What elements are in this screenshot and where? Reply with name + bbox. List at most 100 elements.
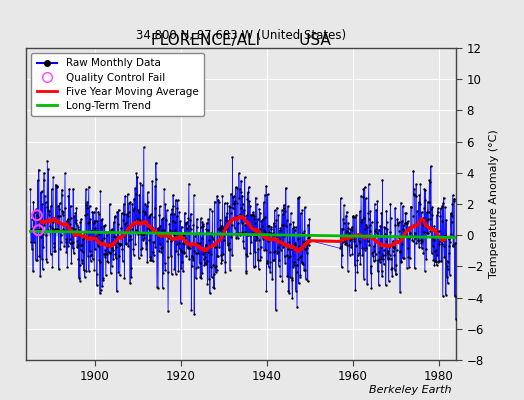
Point	[406, 230, 414, 236]
Point	[186, 217, 194, 223]
Point	[283, 273, 291, 280]
Point	[252, 232, 260, 239]
Point	[272, 204, 281, 211]
Point	[293, 236, 302, 243]
Point	[210, 285, 219, 291]
Point	[383, 226, 391, 232]
Point	[85, 218, 93, 225]
Point	[32, 216, 41, 223]
Point	[264, 238, 272, 244]
Point	[195, 260, 204, 266]
Point	[245, 220, 253, 226]
Point	[190, 192, 198, 198]
Point	[422, 256, 430, 262]
Point	[398, 254, 407, 261]
Point	[406, 255, 414, 262]
Point	[281, 185, 290, 191]
Point	[451, 316, 460, 322]
Point	[41, 218, 49, 224]
Point	[245, 198, 254, 204]
Point	[432, 262, 441, 268]
Point	[260, 227, 268, 234]
Point	[378, 273, 386, 280]
Point	[300, 239, 308, 246]
Point	[154, 284, 162, 291]
Point	[414, 199, 423, 205]
Point	[436, 213, 445, 219]
Point	[440, 254, 449, 260]
Point	[224, 218, 232, 224]
Point	[263, 260, 271, 266]
Point	[392, 262, 401, 269]
Point	[304, 235, 312, 241]
Point	[153, 228, 161, 235]
Point	[56, 200, 64, 206]
Point	[160, 230, 169, 237]
Point	[391, 270, 400, 277]
Point	[270, 207, 279, 213]
Point	[191, 250, 200, 256]
Point	[192, 224, 201, 230]
Point	[216, 226, 224, 233]
Point	[279, 202, 288, 208]
Point	[112, 255, 120, 261]
Point	[30, 238, 38, 245]
Point	[430, 262, 439, 269]
Point	[421, 197, 430, 204]
Point	[382, 208, 390, 214]
Point	[86, 258, 95, 264]
Point	[380, 225, 389, 232]
Point	[219, 225, 227, 232]
Point	[50, 240, 58, 246]
Point	[301, 267, 310, 273]
Point	[345, 252, 354, 258]
Point	[302, 276, 310, 282]
Point	[160, 186, 168, 192]
Point	[265, 228, 274, 235]
Point	[67, 260, 75, 266]
Point	[400, 255, 408, 261]
Point	[120, 275, 128, 281]
Point	[135, 192, 144, 198]
Point	[354, 230, 362, 237]
Point	[148, 178, 157, 184]
Point	[237, 204, 246, 211]
Point	[409, 212, 417, 219]
Point	[145, 226, 153, 232]
Point	[170, 266, 179, 272]
Point	[168, 218, 177, 224]
Point	[191, 241, 200, 247]
Point	[285, 239, 293, 246]
Point	[273, 250, 281, 256]
Point	[296, 253, 304, 260]
Point	[107, 227, 116, 233]
Point	[235, 170, 243, 176]
Point	[292, 288, 300, 294]
Point	[207, 264, 215, 270]
Point	[241, 174, 249, 180]
Point	[281, 260, 289, 266]
Point	[395, 234, 403, 241]
Point	[157, 227, 166, 234]
Point	[388, 247, 397, 254]
Point	[359, 276, 368, 282]
Point	[174, 251, 182, 257]
Point	[375, 256, 384, 262]
Point	[45, 212, 53, 218]
Point	[83, 205, 92, 212]
Point	[124, 213, 132, 219]
Point	[196, 215, 205, 222]
Point	[369, 249, 377, 255]
Point	[101, 247, 110, 254]
Point	[363, 234, 371, 241]
Point	[274, 212, 282, 218]
Point	[170, 232, 178, 238]
Point	[140, 235, 148, 241]
Point	[150, 238, 158, 245]
Point	[56, 212, 64, 219]
Point	[347, 244, 355, 250]
Point	[211, 244, 219, 250]
Point	[340, 202, 348, 208]
Point	[43, 207, 52, 213]
Point	[223, 210, 231, 216]
